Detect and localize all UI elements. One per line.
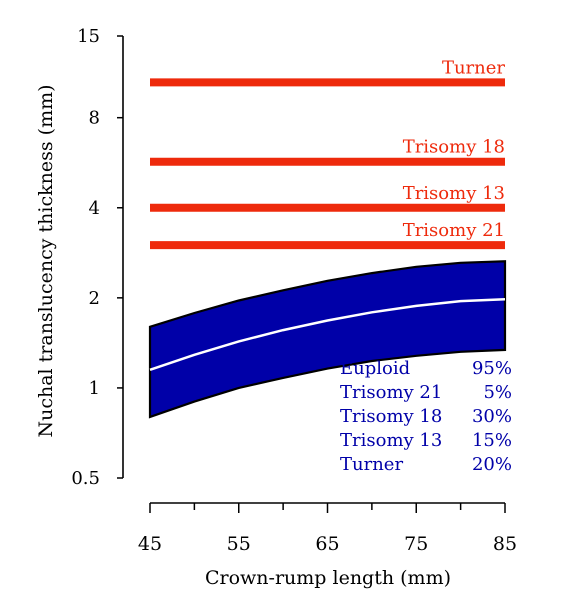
x-tick-label: 55 <box>227 533 251 555</box>
table-row-label: Turner <box>340 454 403 475</box>
y-tick-label: 15 <box>77 26 100 47</box>
ticks-layer: 0.5 1 2 4 8 15 45 55 65 75 85 <box>71 26 517 555</box>
x-tick-label: 45 <box>138 533 162 555</box>
turner-label: Turner <box>442 57 505 78</box>
euploid-median-line <box>149 297 506 371</box>
x-axis-label: Crown-rump length (mm) <box>205 567 451 589</box>
table-row-value: 95% <box>472 358 512 379</box>
euploid-range-band <box>148 260 507 419</box>
x-tick-label: 75 <box>404 533 428 555</box>
y-tick-label: 8 <box>89 108 100 129</box>
table-row-value: 30% <box>472 406 512 427</box>
y-tick-label: 4 <box>89 198 100 219</box>
x-tick-label: 85 <box>493 533 517 555</box>
y-tick-label: 0.5 <box>71 468 100 489</box>
detection-rate-table: Euploid 95% Trisomy 21 5% Trisomy 18 30% Triso… <box>340 358 512 475</box>
y-tick-label: 1 <box>89 378 100 399</box>
y-tick-label: 2 <box>89 288 100 309</box>
table-row-value: 5% <box>483 382 512 403</box>
y-axis-label: Nuchal translucency thickness (mm) <box>35 84 57 437</box>
trisomy-18-label: Trisomy 18 <box>403 137 505 158</box>
trisomy-13-label: Trisomy 13 <box>403 183 505 204</box>
table-row-value: 15% <box>472 430 512 451</box>
x-tick-label: 65 <box>315 533 339 555</box>
table-row-label: Trisomy 13 <box>340 430 442 451</box>
table-row-value: 20% <box>472 454 512 475</box>
table-row-label: Trisomy 18 <box>340 406 442 427</box>
trisomy-21-label: Trisomy 21 <box>403 220 505 241</box>
threshold-lines-layer: Turner Trisomy 18 Trisomy 13 Trisomy 21 <box>150 57 505 250</box>
euploid-band-layer <box>148 260 507 419</box>
table-row-label: Trisomy 21 <box>340 382 442 403</box>
table-row-label: Euploid <box>340 358 410 379</box>
